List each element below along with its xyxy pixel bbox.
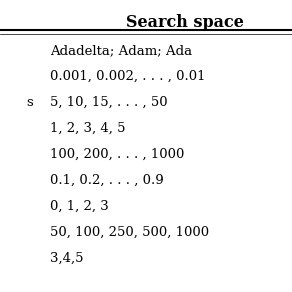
Text: 0.001, 0.002, . . . , 0.01: 0.001, 0.002, . . . , 0.01 [50,70,206,83]
Text: 5, 10, 15, . . . , 50: 5, 10, 15, . . . , 50 [50,96,168,109]
Text: 50, 100, 250, 500, 1000: 50, 100, 250, 500, 1000 [50,226,209,239]
Text: 1, 2, 3, 4, 5: 1, 2, 3, 4, 5 [50,122,126,135]
Text: s: s [27,96,33,109]
Text: 0, 1, 2, 3: 0, 1, 2, 3 [50,200,109,213]
Text: 100, 200, . . . , 1000: 100, 200, . . . , 1000 [50,148,184,161]
Text: Search space: Search space [126,14,244,31]
Text: 0.1, 0.2, . . . , 0.9: 0.1, 0.2, . . . , 0.9 [50,174,164,187]
Text: 3,4,5: 3,4,5 [50,252,84,265]
Text: Adadelta; Adam; Ada: Adadelta; Adam; Ada [50,44,192,57]
